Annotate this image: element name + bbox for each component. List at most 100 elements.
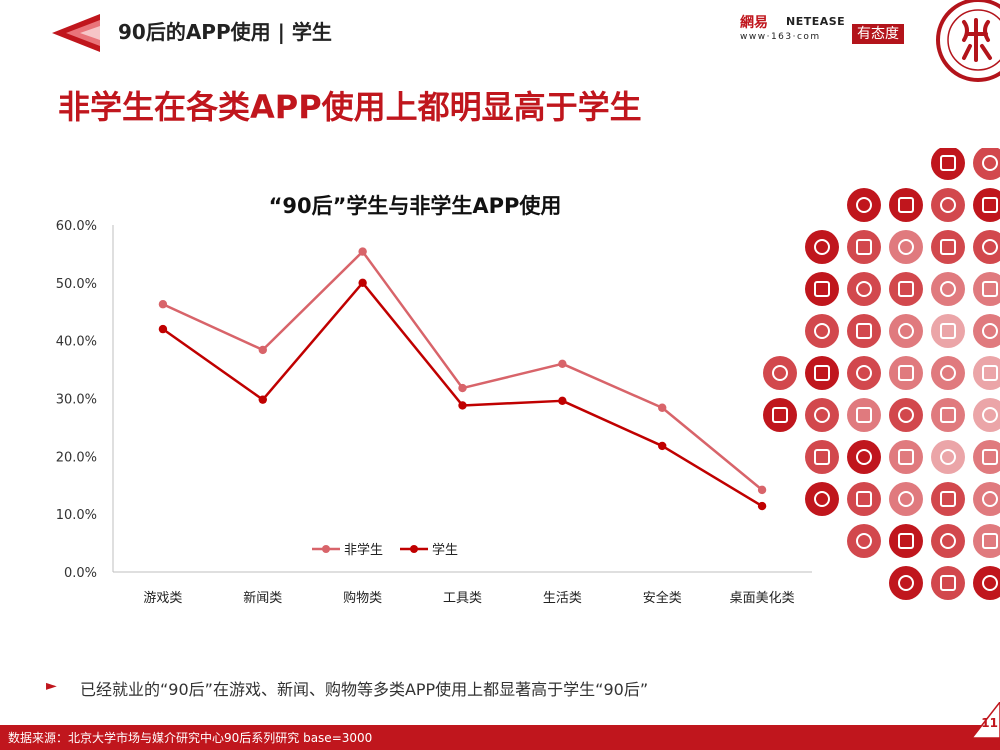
decorative-app-icon	[889, 440, 923, 474]
decorative-app-glyph	[814, 491, 830, 507]
decorative-app-glyph	[898, 281, 914, 297]
y-tick-label: 10.0%	[56, 508, 97, 523]
decorative-app-glyph	[898, 407, 914, 423]
legend-marker	[322, 545, 330, 553]
section-title: 90后的APP使用 | 学生	[118, 20, 332, 44]
decorative-app-icon	[973, 272, 1000, 306]
decorative-app-glyph	[898, 491, 914, 507]
data-point	[558, 359, 567, 368]
decorative-app-icon	[931, 314, 965, 348]
decorative-app-icon	[889, 230, 923, 264]
decorative-app-icon	[973, 314, 1000, 348]
x-tick-label: 游戏类	[143, 591, 182, 606]
decorative-app-glyph	[982, 365, 998, 381]
y-tick-label: 60.0%	[56, 219, 97, 234]
decorative-app-icon	[847, 272, 881, 306]
decorative-app-icon	[973, 524, 1000, 558]
decorative-app-glyph	[940, 407, 956, 423]
legend: 非学生 学生	[312, 542, 458, 558]
line-chart: “90后”学生与非学生APP使用 0.0% 10.0% 20.0% 30.0% 40.0…	[56, 194, 812, 606]
decorative-app-glyph	[898, 239, 914, 255]
decorative-app-glyph	[940, 449, 956, 465]
decorative-app-glyph	[856, 533, 872, 549]
decorative-app-icon	[889, 482, 923, 516]
decorative-app-icon	[973, 440, 1000, 474]
decorative-app-glyph	[814, 407, 830, 423]
data-point	[158, 324, 168, 334]
pku-seal-logo	[936, 0, 1000, 82]
decorative-app-icon	[931, 566, 965, 600]
decorative-app-glyph	[898, 575, 914, 591]
series-line-1	[162, 250, 763, 491]
x-tick-label: 工具类	[443, 591, 482, 606]
decorative-app-glyph	[898, 197, 914, 213]
decorative-app-glyph	[814, 239, 830, 255]
data-point	[757, 501, 767, 511]
page-number-tab: 11	[970, 700, 1000, 739]
x-tick-label: 购物类	[343, 590, 382, 606]
decorative-app-icon	[931, 148, 965, 180]
data-point	[558, 396, 567, 406]
legend-marker	[410, 545, 418, 553]
data-point	[258, 395, 267, 404]
decorative-app-glyph	[982, 239, 998, 255]
y-tick-label: 40.0%	[56, 335, 97, 350]
decorative-app-icon	[889, 566, 923, 600]
decorative-app-icon	[847, 314, 881, 348]
data-point	[458, 383, 467, 393]
decorative-app-glyph	[856, 365, 872, 381]
decorative-app-glyph	[856, 407, 872, 423]
decorative-app-icon	[889, 314, 923, 348]
decorative-app-glyph	[982, 491, 998, 507]
x-axis: 游戏类 新闻类 购物类 工具类 生活类 安全类 桌面美化类	[113, 571, 812, 606]
decorative-app-icon	[805, 314, 839, 348]
decorative-app-glyph	[856, 239, 872, 255]
decorative-app-icon	[805, 440, 839, 474]
decorative-app-icon	[931, 272, 965, 306]
decorative-app-icon	[889, 524, 923, 558]
decorative-app-icon	[889, 398, 923, 432]
y-tick-label: 0.0%	[64, 566, 97, 581]
decorative-app-icon	[847, 398, 881, 432]
decorative-app-icon	[931, 482, 965, 516]
decorative-app-icon	[931, 524, 965, 558]
decorative-app-glyph	[856, 281, 872, 297]
data-point	[658, 403, 667, 412]
decorative-app-glyph	[772, 365, 788, 381]
decorative-app-glyph	[814, 365, 830, 381]
decorative-app-icon	[973, 230, 1000, 264]
series-layer	[158, 247, 767, 511]
data-point	[358, 278, 367, 288]
decorative-app-icon	[973, 188, 1000, 222]
decorative-app-icon	[805, 482, 839, 516]
legend-label: 非学生	[344, 542, 383, 558]
data-point	[658, 441, 667, 451]
decorative-app-glyph	[898, 323, 914, 339]
y-tick-label: 50.0%	[56, 277, 97, 292]
decorative-app-icon	[805, 272, 839, 306]
decorative-app-icon	[847, 230, 881, 264]
bullet-text: 已经就业的“90后”在游戏、新闻、购物等多类APP使用上都显著高于学生“90后”	[80, 680, 649, 699]
decorative-app-glyph	[982, 449, 998, 465]
decorative-app-icon	[931, 356, 965, 390]
y-axis: 0.0% 10.0% 20.0% 30.0% 40.0% 50.0% 60.0%	[56, 219, 114, 581]
decorative-app-icon	[889, 272, 923, 306]
decorative-app-glyph	[814, 281, 830, 297]
decorative-app-glyph	[982, 533, 998, 549]
decorative-app-icon	[973, 566, 1000, 600]
decorative-app-icon	[847, 356, 881, 390]
decorative-app-glyph	[982, 197, 998, 213]
decorative-app-icon	[931, 440, 965, 474]
youtaidu-badge: 有态度	[852, 24, 904, 44]
decorative-app-glyph	[940, 281, 956, 297]
decorative-app-icon	[931, 398, 965, 432]
x-tick-label: 生活类	[543, 591, 582, 606]
decorative-app-glyph	[772, 407, 788, 423]
decorative-app-glyph	[940, 575, 956, 591]
decorative-icon-grid	[763, 148, 1000, 600]
decorative-app-glyph	[856, 323, 872, 339]
decorative-app-icon	[763, 398, 797, 432]
decorative-app-glyph	[940, 197, 956, 213]
x-tick-label: 桌面美化类	[730, 591, 795, 606]
legend-label: 学生	[432, 542, 458, 558]
